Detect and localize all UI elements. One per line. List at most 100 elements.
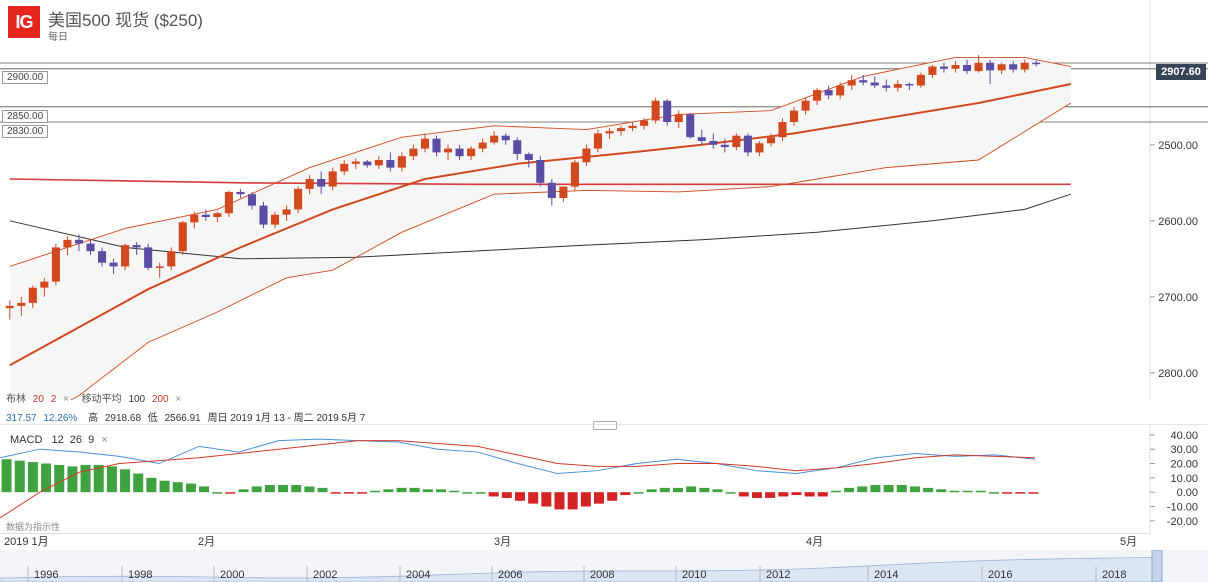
- candle-body[interactable]: [709, 141, 718, 145]
- candle-body[interactable]: [720, 144, 729, 148]
- candle-body[interactable]: [859, 80, 868, 83]
- candle-body[interactable]: [386, 160, 395, 168]
- candle-body[interactable]: [132, 245, 141, 248]
- candle-body[interactable]: [28, 287, 37, 303]
- candle-body[interactable]: [478, 142, 487, 149]
- hline-label-2900[interactable]: 2900.00: [2, 71, 49, 84]
- candle-body[interactable]: [201, 214, 210, 217]
- candle-body[interactable]: [593, 133, 603, 149]
- candle-body[interactable]: [986, 62, 995, 71]
- candle-body[interactable]: [236, 191, 245, 195]
- candle-body[interactable]: [420, 138, 430, 149]
- candle-body[interactable]: [224, 191, 233, 214]
- candle-body[interactable]: [974, 62, 983, 72]
- candle-body[interactable]: [628, 125, 637, 129]
- remove-bollinger-icon[interactable]: ×: [63, 394, 69, 405]
- candle-body[interactable]: [743, 135, 752, 153]
- candle-body[interactable]: [397, 156, 406, 168]
- candle-body[interactable]: [270, 214, 280, 225]
- candle-body[interactable]: [524, 153, 533, 160]
- candle-body[interactable]: [40, 281, 49, 288]
- candle-body[interactable]: [674, 114, 683, 122]
- candle-body[interactable]: [374, 160, 383, 166]
- candle-body[interactable]: [916, 74, 925, 86]
- candle-body[interactable]: [363, 161, 372, 166]
- candle-body[interactable]: [616, 128, 626, 132]
- candle-body[interactable]: [351, 161, 360, 164]
- candle-body[interactable]: [432, 138, 441, 153]
- candle-body[interactable]: [732, 135, 741, 148]
- candle-body[interactable]: [501, 135, 510, 141]
- macd-chart[interactable]: 40.00 30.00 20.00 10.00 0.00 -10.00 -20.00: [0, 424, 1208, 534]
- candle-body[interactable]: [109, 262, 118, 267]
- candle-body[interactable]: [755, 143, 764, 153]
- candle-body[interactable]: [247, 194, 257, 206]
- candle-body[interactable]: [570, 162, 579, 187]
- hline-label-2850[interactable]: 2850.00: [2, 110, 49, 123]
- navigator-range-handle[interactable]: [1151, 550, 1163, 582]
- candle-body[interactable]: [86, 243, 95, 252]
- candle-body[interactable]: [893, 84, 902, 88]
- candle-body[interactable]: [213, 213, 222, 217]
- candle-body[interactable]: [536, 160, 545, 183]
- candle-body[interactable]: [559, 186, 568, 198]
- candle-body[interactable]: [778, 122, 787, 138]
- candle-body[interactable]: [455, 148, 464, 157]
- candle-body[interactable]: [962, 65, 972, 72]
- candle-body[interactable]: [605, 131, 614, 134]
- candle-body[interactable]: [928, 66, 937, 75]
- candle-body[interactable]: [1009, 64, 1018, 70]
- candle-body[interactable]: [167, 251, 176, 267]
- candle-body[interactable]: [686, 114, 695, 138]
- candle-body[interactable]: [17, 302, 26, 306]
- candle-body[interactable]: [905, 84, 914, 86]
- timeline-navigator[interactable]: 1996 1998 2000 2002 2004 2006 2008 2010 2012 2014…: [0, 550, 1208, 582]
- candle-body[interactable]: [340, 163, 349, 172]
- candle-body[interactable]: [997, 64, 1006, 71]
- candle-body[interactable]: [328, 171, 337, 187]
- candle-body[interactable]: [121, 245, 130, 267]
- candle-body[interactable]: [651, 100, 660, 121]
- candle-body[interactable]: [547, 182, 556, 198]
- candle-body[interactable]: [1032, 62, 1041, 65]
- candle-body[interactable]: [951, 65, 960, 69]
- candle-body[interactable]: [467, 148, 476, 157]
- candle-body[interactable]: [409, 148, 418, 157]
- candle-body[interactable]: [663, 100, 672, 122]
- candle-body[interactable]: [443, 148, 453, 153]
- candle-body[interactable]: [259, 205, 268, 225]
- candle-body[interactable]: [640, 120, 649, 126]
- candle-body[interactable]: [5, 305, 14, 309]
- remove-macd-icon[interactable]: ×: [101, 434, 108, 446]
- candle-body[interactable]: [801, 100, 810, 111]
- candle-body[interactable]: [294, 188, 303, 210]
- candle-body[interactable]: [155, 266, 164, 268]
- hline-label-2830[interactable]: 2830.00: [2, 125, 49, 138]
- price-chart[interactable]: 2800.00 2700.00 2600.00 2500.00: [0, 0, 1208, 400]
- candle-body[interactable]: [939, 66, 949, 69]
- candle-body[interactable]: [282, 209, 291, 215]
- candle-body[interactable]: [1020, 62, 1029, 70]
- candle-body[interactable]: [789, 110, 799, 122]
- candle-body[interactable]: [870, 82, 879, 86]
- candle-body[interactable]: [190, 214, 199, 223]
- candle-body[interactable]: [305, 179, 314, 189]
- candle-body[interactable]: [490, 135, 499, 143]
- candle-body[interactable]: [513, 140, 522, 154]
- candle-body[interactable]: [97, 251, 107, 263]
- candle-body[interactable]: [63, 239, 72, 248]
- candle-body[interactable]: [824, 90, 833, 96]
- candle-body[interactable]: [766, 137, 776, 144]
- remove-ma-icon[interactable]: ×: [175, 394, 182, 405]
- candle-body[interactable]: [882, 85, 891, 88]
- candle-body[interactable]: [813, 90, 822, 101]
- candle-body[interactable]: [317, 179, 326, 187]
- candle-body[interactable]: [836, 85, 845, 96]
- candle-body[interactable]: [51, 247, 60, 282]
- candle-body[interactable]: [74, 239, 84, 244]
- candle-body[interactable]: [697, 137, 706, 141]
- candle-body[interactable]: [847, 80, 856, 86]
- candle-body[interactable]: [178, 222, 187, 252]
- candle-body[interactable]: [582, 148, 591, 163]
- candle-body[interactable]: [144, 247, 153, 268]
